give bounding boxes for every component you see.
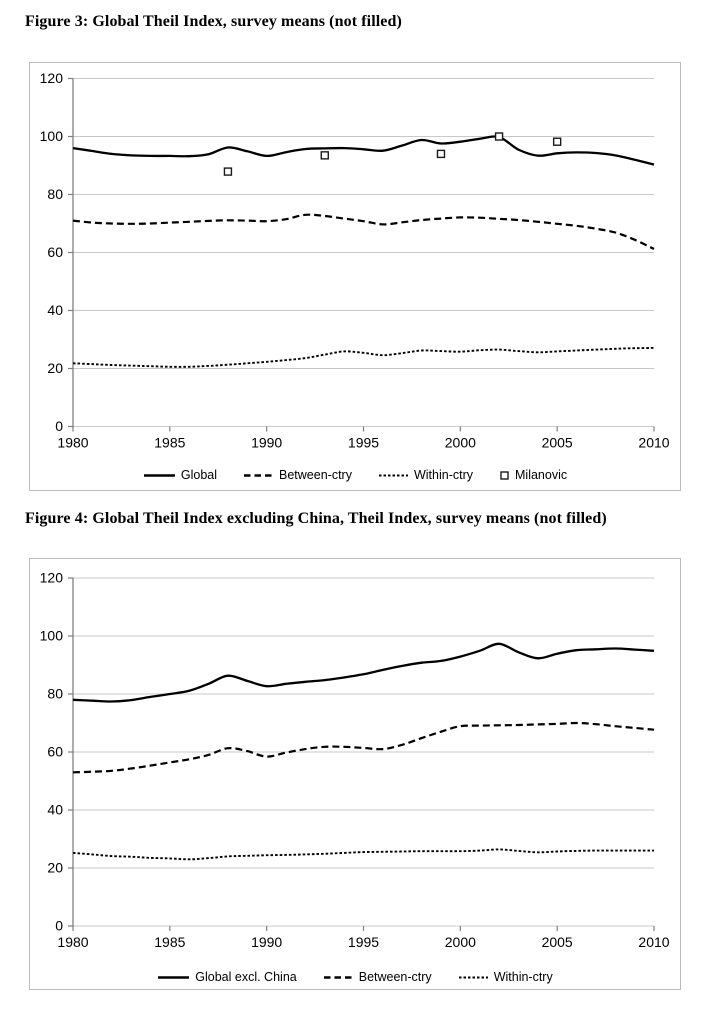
x-tick-label: 1980 xyxy=(57,934,88,950)
y-tick-label: 0 xyxy=(55,918,63,934)
y-tick-label: 40 xyxy=(47,302,63,318)
y-tick-label: 20 xyxy=(47,360,63,376)
figure3-caption: Figure 3: Global Theil Index, survey mea… xyxy=(25,13,402,30)
legend-item-within-ctry: Within-ctry xyxy=(378,468,473,482)
x-tick-label: 1985 xyxy=(154,934,185,950)
y-tick-label: 100 xyxy=(40,628,64,644)
x-tick-label: 2010 xyxy=(638,435,669,451)
figure3-legend: Global Between-ctry Within-ctry Milanovi… xyxy=(30,468,680,482)
y-tick-label: 60 xyxy=(47,744,63,760)
series-line-global xyxy=(72,135,655,166)
series-line-global-excl-china xyxy=(72,642,655,703)
dashed-line-sample-icon xyxy=(244,473,274,477)
legend-item-global: Global xyxy=(143,468,217,482)
figure4-plot-svg: 0 20 40 60 80 100 120 1980 1985 1990 1995 2000 2005 2… xyxy=(40,570,670,950)
figure4-legend: Global excl. China Between-ctry Within-c… xyxy=(30,970,680,984)
dotted-line-sample-icon xyxy=(378,474,408,476)
x-tick-label: 1985 xyxy=(154,435,185,451)
milanovic-marker-2002 xyxy=(494,132,504,141)
y-tick-label: 120 xyxy=(40,570,64,586)
legend-label: Milanovic xyxy=(515,468,568,482)
figure4-chart: 0 20 40 60 80 100 120 1980 1985 1990 1995 2000 2005 2… xyxy=(29,558,681,990)
x-tick-label: 1990 xyxy=(251,435,282,451)
x-tick-label: 1995 xyxy=(348,934,379,950)
legend-label: Within-ctry xyxy=(413,468,473,482)
legend-item-between-ctry: Between-ctry xyxy=(243,468,352,482)
milanovic-marker-2005 xyxy=(552,137,562,146)
y-tick-label: 40 xyxy=(47,802,63,818)
legend-label: Global xyxy=(180,468,218,482)
y-tick-label: 0 xyxy=(55,418,63,434)
milanovic-marker-1993 xyxy=(320,151,329,160)
dashed-line-sample-icon xyxy=(323,975,353,979)
series-line-between-ctry xyxy=(72,721,655,774)
y-tick-label: 60 xyxy=(47,244,63,260)
x-tick-label: 2010 xyxy=(638,934,669,950)
legend-label: Global excl. China xyxy=(195,970,297,984)
legend-label: Between-ctry xyxy=(279,468,352,482)
solid-line-sample-icon xyxy=(158,975,190,979)
series-line-within-ctry xyxy=(72,346,655,368)
legend-item-between-ctry: Between-ctry xyxy=(323,970,432,984)
x-tick-label: 2005 xyxy=(542,435,573,451)
y-tick-label: 80 xyxy=(47,686,63,702)
legend-item-milanovic: Milanovic xyxy=(499,468,567,482)
y-tick-label: 20 xyxy=(47,860,63,876)
dotted-line-sample-icon xyxy=(458,976,488,978)
x-tick-label: 1995 xyxy=(348,435,379,451)
x-tick-label: 2005 xyxy=(542,934,573,950)
legend-item-global-excl-china: Global excl. China xyxy=(157,970,297,984)
series-line-within-ctry xyxy=(72,848,654,861)
solid-line-sample-icon xyxy=(143,473,175,477)
x-tick-label: 1980 xyxy=(57,435,88,451)
open-square-marker-icon xyxy=(500,470,509,480)
milanovic-marker-1999 xyxy=(436,149,446,159)
y-tick-label: 80 xyxy=(47,186,63,202)
figure3-plot-svg: 0 20 40 60 80 100 120 1980 1985 1990 1995 2000 2005 2… xyxy=(40,70,670,451)
series-line-between-ctry xyxy=(72,213,655,250)
figure3-chart: 0 20 40 60 80 100 120 1980 1985 1990 1995 2000 2005 2… xyxy=(29,62,681,491)
y-tick-label: 120 xyxy=(40,70,64,86)
y-tick-label: 100 xyxy=(40,128,64,144)
figure4-caption: Figure 4: Global Theil Index excluding C… xyxy=(25,510,607,527)
x-tick-label: 2000 xyxy=(445,435,476,451)
x-tick-label: 2000 xyxy=(445,934,476,950)
legend-item-within-ctry: Within-ctry xyxy=(458,970,553,984)
legend-label: Between-ctry xyxy=(358,970,432,984)
milanovic-marker-1988 xyxy=(223,167,233,176)
x-tick-label: 1990 xyxy=(251,934,282,950)
legend-label: Within-ctry xyxy=(493,970,553,984)
